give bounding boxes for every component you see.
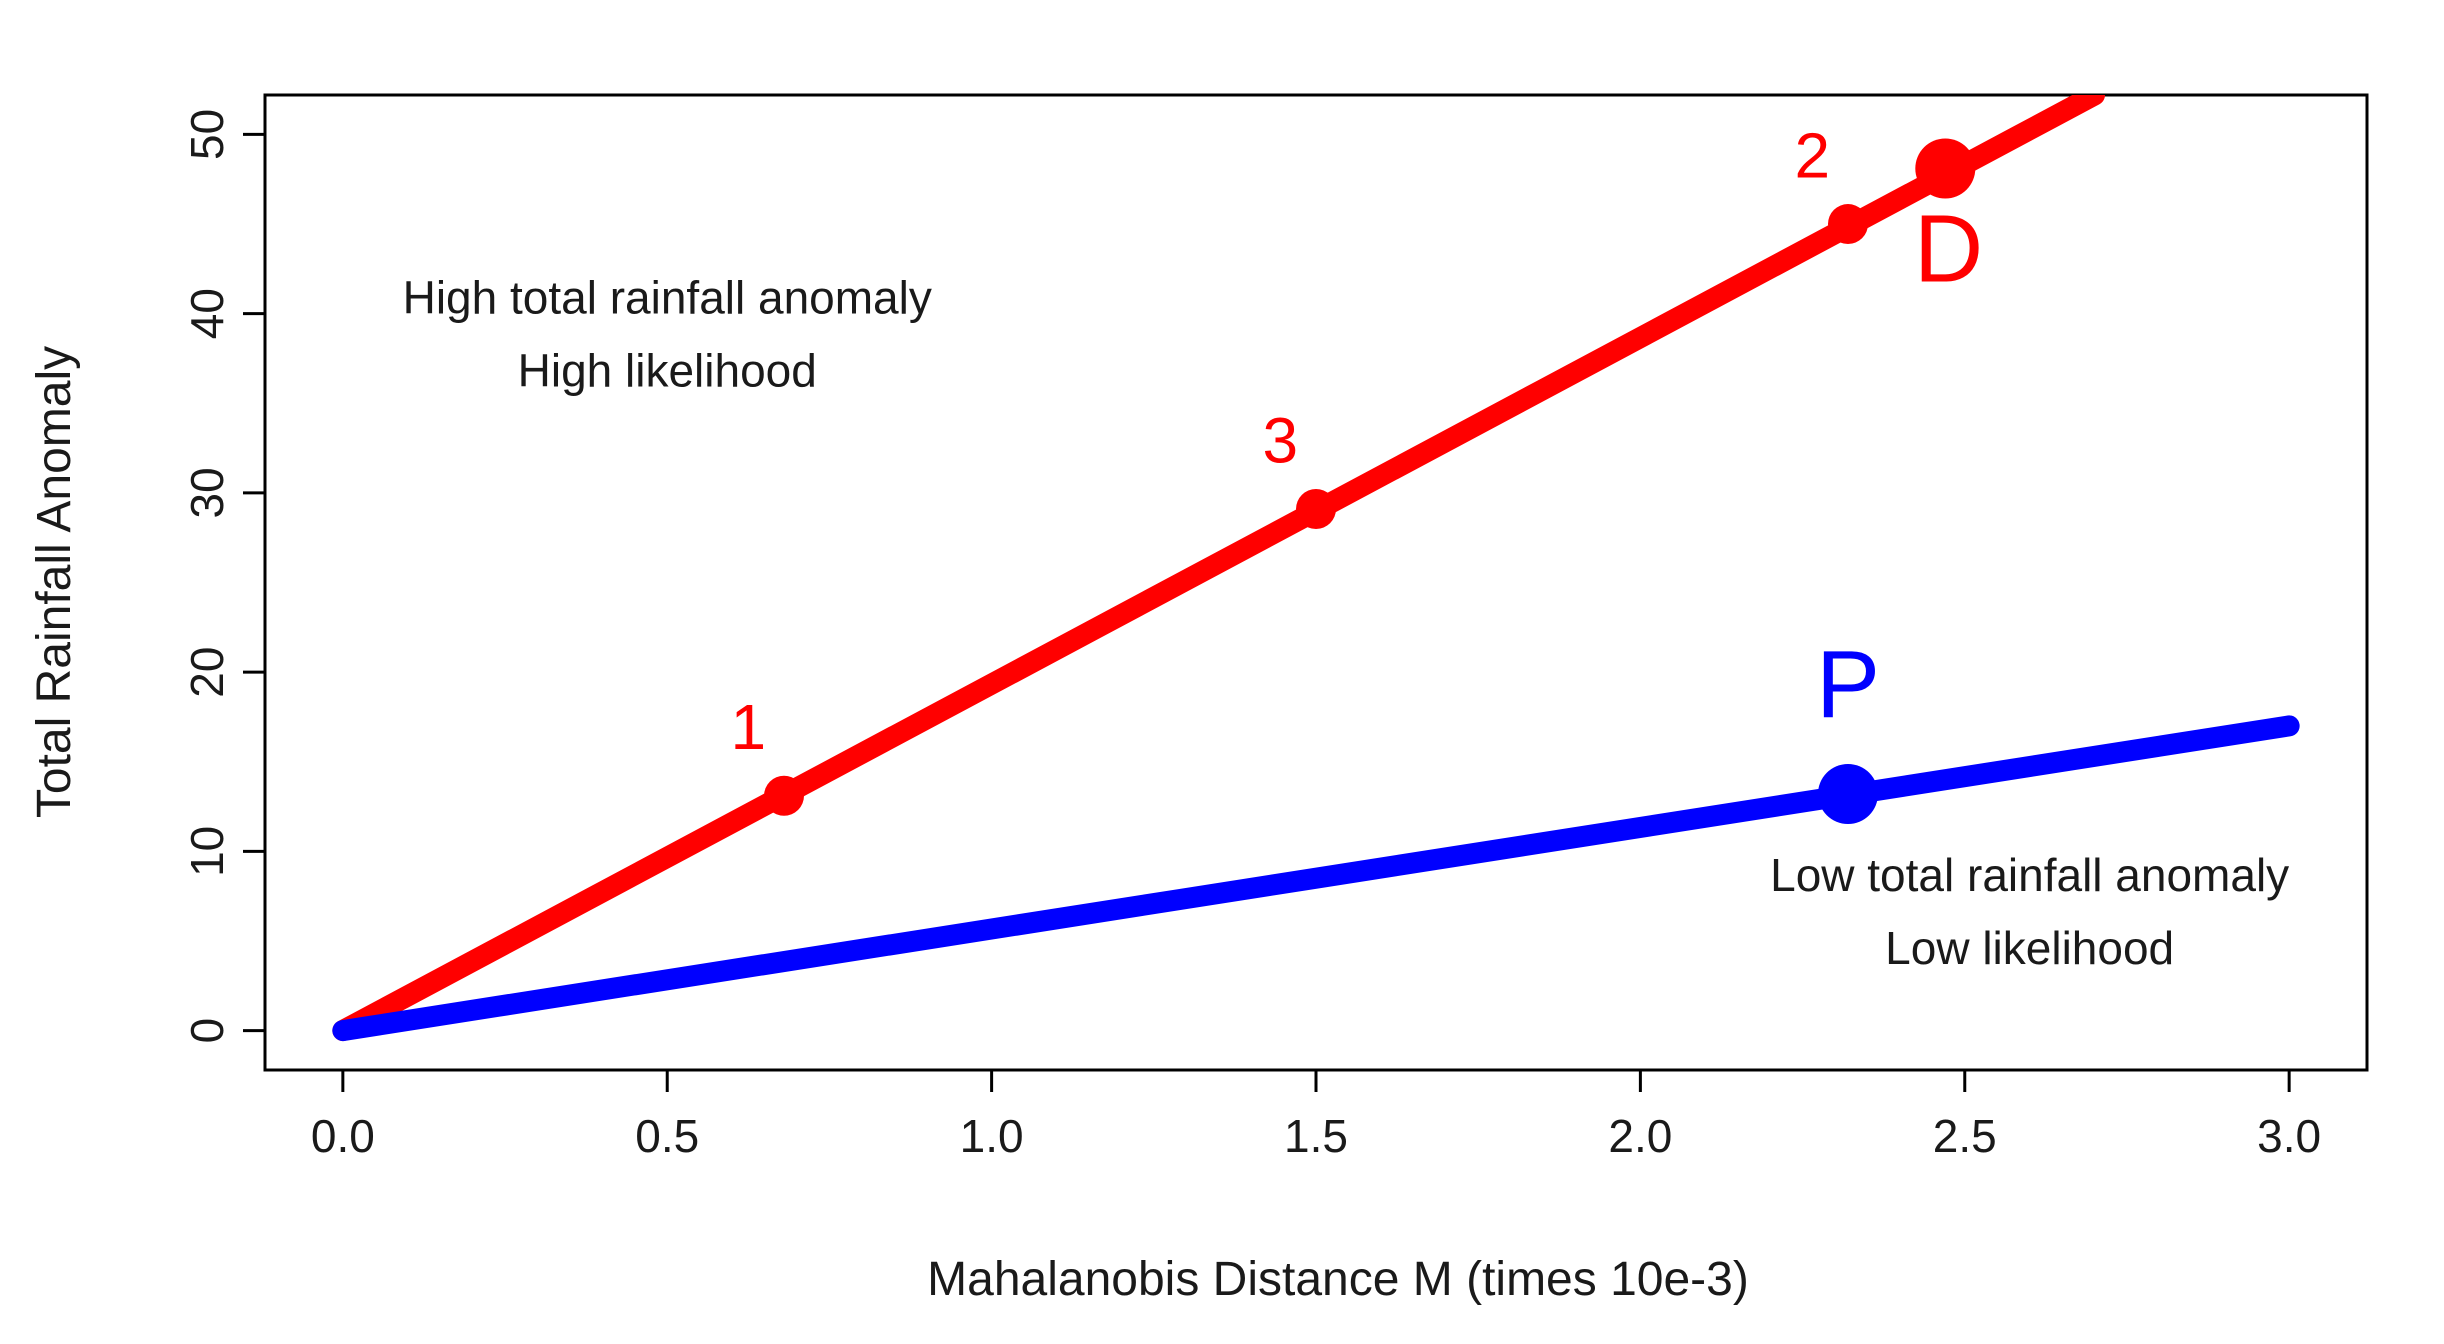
point-D	[1915, 138, 1976, 199]
series-layer	[332, 95, 2300, 1042]
y-tick-label: 30	[181, 467, 233, 518]
series-line-high	[332, 95, 2106, 1042]
x-axis-label: Mahalanobis Distance M (times 10e-3)	[927, 1253, 1749, 1306]
x-tick-label: 1.5	[1284, 1110, 1348, 1162]
point-label-1: 1	[731, 691, 767, 763]
x-tick-label: 0.5	[635, 1110, 699, 1162]
x-tick-label: 3.0	[2257, 1110, 2321, 1162]
annotation-text: Low likelihood	[1885, 922, 2174, 974]
y-axis-label: Total Rainfall Anomaly	[28, 346, 81, 818]
x-axis: 0.0 0.5 1.0 1.5 2.0 2.5 3.0	[311, 1068, 2321, 1162]
point-label-D: D	[1914, 195, 1983, 302]
point-label-3: 3	[1263, 404, 1299, 476]
y-tick-label: 40	[181, 288, 233, 339]
annotation-text: High likelihood	[518, 345, 817, 397]
annotation-text: High total rainfall anomaly	[403, 272, 932, 324]
y-tick-label: 10	[181, 826, 233, 877]
annotation-text: Low total rainfall anomaly	[1770, 849, 2289, 901]
points-layer: 1 3 2 D P	[731, 119, 1983, 824]
point-label-2: 2	[1795, 119, 1831, 191]
series-line-low	[332, 715, 2300, 1042]
y-axis: 0 10 20 30 40 50	[181, 109, 265, 1044]
x-tick-label: 2.5	[1933, 1110, 1997, 1162]
x-tick-label: 0.0	[311, 1110, 375, 1162]
point-2	[1827, 204, 1868, 245]
point-3	[1296, 489, 1336, 530]
y-tick-label: 0	[181, 1018, 233, 1044]
y-tick-label: 20	[181, 647, 233, 698]
point-P	[1817, 763, 1878, 824]
point-1	[764, 775, 805, 816]
x-tick-label: 1.0	[960, 1110, 1024, 1162]
annotations-layer: High total rainfall anomaly High likeliho…	[403, 272, 2290, 974]
point-label-P: P	[1816, 631, 1880, 738]
y-tick-label: 50	[181, 109, 233, 160]
x-tick-label: 2.0	[1608, 1110, 1672, 1162]
